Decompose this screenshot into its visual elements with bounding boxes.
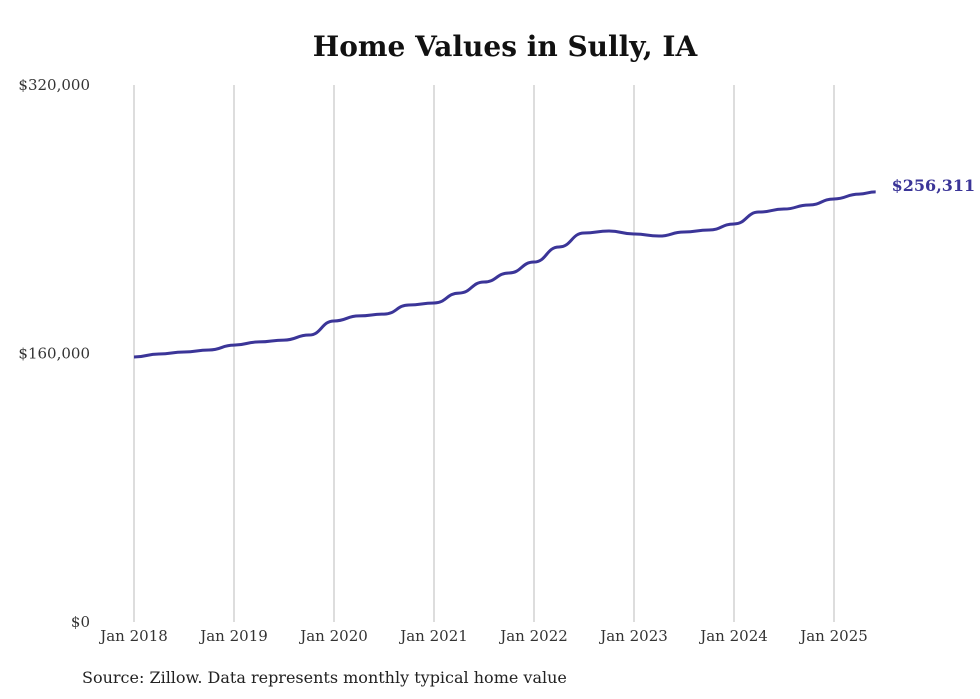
series-line (133, 190, 876, 359)
y-tick-label: $0 (71, 613, 90, 631)
y-tick-label: $160,000 (18, 345, 90, 363)
x-tick-label: Jan 2018 (98, 627, 168, 645)
x-tick-label: Jan 2024 (698, 627, 768, 645)
end-value-label: $256,311 (892, 176, 976, 195)
x-tick-label: Jan 2019 (198, 627, 268, 645)
x-tick-label: Jan 2025 (798, 627, 868, 645)
x-tick-label: Jan 2023 (598, 627, 668, 645)
source-note: Source: Zillow. Data represents monthly … (82, 668, 567, 687)
chart-title: Home Values in Sully, IA (312, 30, 698, 63)
x-tick-label: Jan 2022 (498, 627, 568, 645)
x-tick-label: Jan 2021 (398, 627, 468, 645)
x-tick-label: Jan 2020 (298, 627, 368, 645)
y-tick-label: $320,000 (18, 76, 90, 94)
